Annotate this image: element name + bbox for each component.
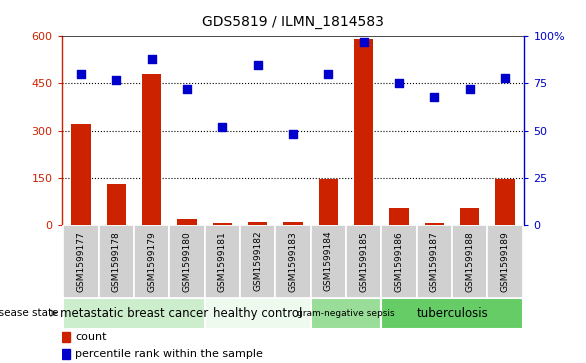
- Point: [430, 94, 439, 99]
- FancyBboxPatch shape: [381, 298, 523, 329]
- Text: GSM1599185: GSM1599185: [359, 231, 368, 291]
- Text: GSM1599181: GSM1599181: [218, 231, 227, 291]
- Bar: [62, 332, 70, 342]
- Bar: [389, 208, 408, 225]
- Bar: [283, 222, 303, 225]
- Text: GSM1599186: GSM1599186: [394, 231, 404, 291]
- Text: GSM1599178: GSM1599178: [112, 231, 121, 291]
- Point: [76, 71, 86, 77]
- FancyBboxPatch shape: [311, 225, 346, 298]
- Text: disease state: disease state: [0, 308, 59, 318]
- Point: [182, 86, 192, 92]
- Text: gram-negative sepsis: gram-negative sepsis: [297, 309, 395, 318]
- Bar: [213, 223, 232, 225]
- Bar: [248, 222, 267, 225]
- Text: count: count: [76, 332, 107, 342]
- Bar: [142, 74, 161, 225]
- Point: [500, 75, 510, 81]
- FancyBboxPatch shape: [275, 225, 311, 298]
- Text: GSM1599177: GSM1599177: [76, 231, 86, 291]
- Text: GSM1599184: GSM1599184: [324, 231, 333, 291]
- Point: [147, 56, 156, 62]
- Point: [217, 124, 227, 130]
- Text: percentile rank within the sample: percentile rank within the sample: [76, 350, 263, 359]
- FancyBboxPatch shape: [63, 225, 98, 298]
- Point: [465, 86, 475, 92]
- Text: GSM1599180: GSM1599180: [182, 231, 192, 291]
- FancyBboxPatch shape: [381, 225, 417, 298]
- FancyBboxPatch shape: [169, 225, 205, 298]
- FancyBboxPatch shape: [346, 225, 381, 298]
- Text: GDS5819 / ILMN_1814583: GDS5819 / ILMN_1814583: [202, 15, 384, 29]
- FancyBboxPatch shape: [63, 298, 205, 329]
- FancyBboxPatch shape: [240, 225, 275, 298]
- Text: GSM1599189: GSM1599189: [500, 231, 510, 291]
- Point: [359, 39, 369, 45]
- Text: GSM1599183: GSM1599183: [288, 231, 298, 291]
- Point: [323, 71, 333, 77]
- Text: GSM1599182: GSM1599182: [253, 231, 262, 291]
- Text: healthy control: healthy control: [213, 307, 302, 319]
- Bar: [107, 184, 126, 225]
- Text: tuberculosis: tuberculosis: [416, 307, 488, 319]
- FancyBboxPatch shape: [205, 225, 240, 298]
- Bar: [71, 125, 91, 225]
- Bar: [460, 208, 479, 225]
- FancyBboxPatch shape: [488, 225, 523, 298]
- Point: [288, 131, 298, 137]
- Text: metastatic breast cancer: metastatic breast cancer: [60, 307, 208, 319]
- Bar: [62, 349, 70, 359]
- Bar: [177, 219, 197, 225]
- Point: [253, 62, 263, 68]
- Point: [111, 77, 121, 83]
- FancyBboxPatch shape: [452, 225, 488, 298]
- Text: GSM1599179: GSM1599179: [147, 231, 156, 291]
- FancyBboxPatch shape: [205, 298, 311, 329]
- Bar: [319, 179, 338, 225]
- Point: [394, 81, 404, 86]
- FancyBboxPatch shape: [134, 225, 169, 298]
- Text: GSM1599187: GSM1599187: [430, 231, 439, 291]
- Bar: [425, 224, 444, 225]
- FancyBboxPatch shape: [417, 225, 452, 298]
- Bar: [354, 40, 373, 225]
- Bar: [495, 179, 515, 225]
- Text: GSM1599188: GSM1599188: [465, 231, 474, 291]
- FancyBboxPatch shape: [311, 298, 381, 329]
- FancyBboxPatch shape: [98, 225, 134, 298]
